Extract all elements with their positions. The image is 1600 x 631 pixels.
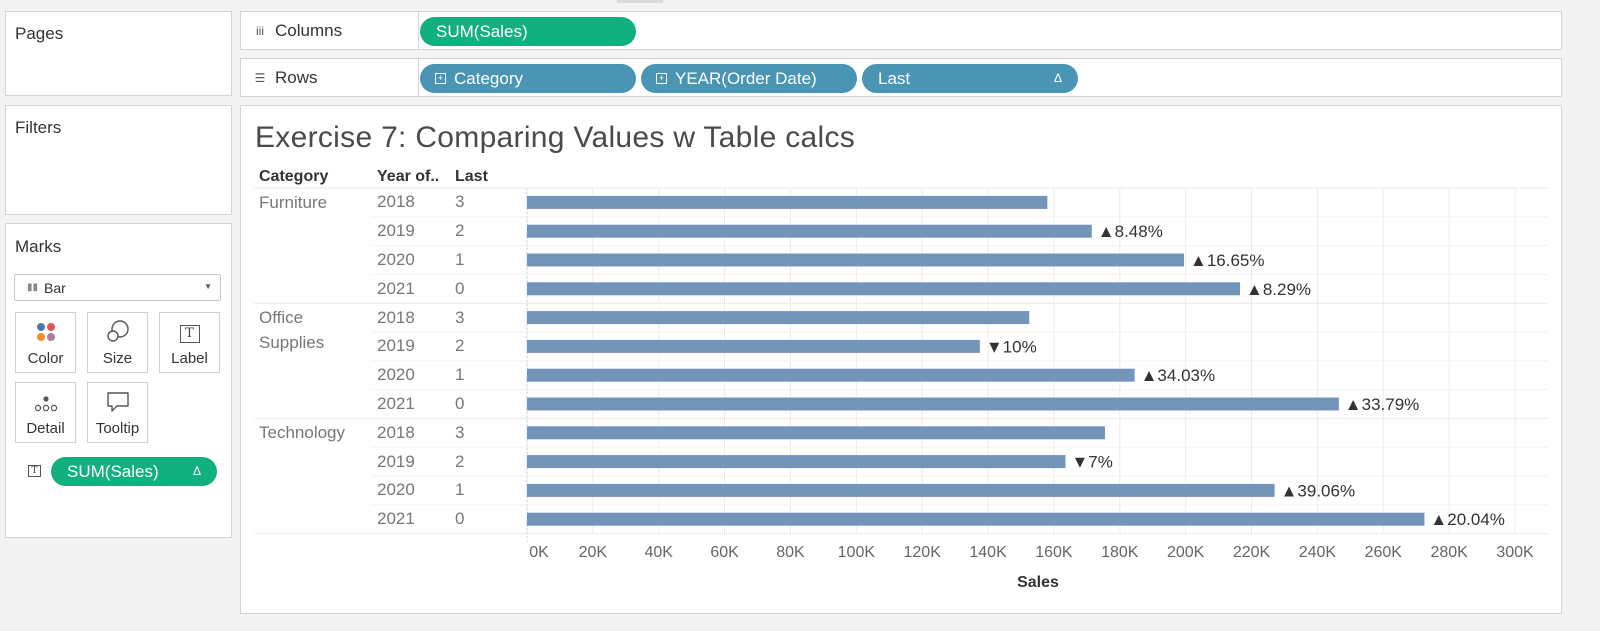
size-button[interactable]: Size — [87, 312, 148, 373]
chevron-down-icon: ▼ — [204, 282, 212, 291]
view-area — [240, 105, 1562, 614]
last-value[interactable]: 2 — [455, 221, 465, 241]
rows-shelf[interactable]: ☰ Rows + Category + YEAR(Order Date) Las… — [240, 58, 1562, 97]
detail-button[interactable]: Detail — [15, 382, 76, 443]
year-label[interactable]: 2019 — [377, 221, 415, 241]
last-value[interactable]: 3 — [455, 307, 465, 327]
year-label[interactable]: 2021 — [377, 278, 415, 298]
category-label[interactable]: Technology — [259, 423, 346, 443]
x-tick-label: 220K — [1232, 544, 1271, 561]
rows-pill-category[interactable]: + Category — [420, 64, 636, 93]
x-tick-label: 180K — [1101, 544, 1139, 561]
top-tab-indicator — [617, 0, 663, 3]
marks-panel: Marks ▮▮ Bar ▼ Color Size T Label — [5, 223, 232, 538]
rows-label-text: Rows — [275, 67, 318, 87]
year-label[interactable]: 2021 — [377, 394, 415, 413]
rows-pill-last[interactable]: Last Δ — [862, 64, 1078, 93]
x-tick-label: 80K — [776, 544, 805, 561]
x-tick-label: 300K — [1496, 544, 1534, 561]
last-value[interactable]: 0 — [455, 509, 465, 529]
size-label: Size — [102, 350, 133, 367]
rows-pill-year[interactable]: + YEAR(Order Date) — [641, 64, 857, 93]
expand-icon: + — [435, 73, 446, 84]
color-dots-icon — [36, 323, 55, 341]
label-t-icon: T — [179, 325, 200, 343]
last-value[interactable]: 3 — [455, 192, 465, 212]
x-axis-title: Sales — [1017, 574, 1059, 591]
last-value[interactable]: 0 — [455, 278, 465, 298]
expand-icon: + — [656, 73, 667, 84]
marks-field-pill[interactable]: SUM(Sales) Δ — [51, 457, 217, 486]
x-tick-label: 120K — [903, 544, 941, 561]
rows-pill-year-label: YEAR(Order Date) — [675, 68, 817, 88]
year-label[interactable]: 2019 — [377, 451, 415, 471]
x-tick-label: 160K — [1035, 544, 1073, 561]
mark-type-value: Bar — [44, 279, 66, 296]
year-label[interactable]: 2018 — [377, 307, 415, 327]
color-button[interactable]: Color — [15, 312, 76, 373]
bar-chart-icon: ▮▮ — [27, 282, 39, 293]
columns-pill-sum-sales[interactable]: SUM(Sales) — [420, 17, 636, 46]
year-label[interactable]: 2019 — [377, 336, 415, 356]
year-label[interactable]: 2018 — [377, 192, 415, 212]
color-label: Color — [27, 350, 64, 367]
last-value[interactable]: 3 — [455, 422, 465, 442]
mark-type-dropdown[interactable]: ▮▮ Bar ▼ — [14, 274, 221, 301]
size-circles-icon — [106, 320, 129, 342]
columns-pill-label: SUM(Sales) — [436, 21, 528, 41]
tooltip-label: Tooltip — [95, 420, 140, 437]
marks-title: Marks — [15, 237, 62, 256]
rows-pill-category-label: Category — [454, 68, 523, 88]
last-value[interactable]: 2 — [455, 336, 465, 356]
label-t-icon: T — [28, 465, 41, 477]
x-tick-label: 200K — [1166, 544, 1205, 561]
detail-dots-icon — [34, 396, 57, 412]
tooltip-bubble-icon — [106, 392, 129, 412]
label-label: Label — [171, 350, 208, 367]
pages-panel[interactable]: Pages — [5, 11, 232, 96]
category-label[interactable]: Furniture — [259, 193, 328, 212]
last-value[interactable]: 2 — [455, 451, 465, 471]
last-value[interactable]: 1 — [455, 480, 465, 500]
x-tick-label: 240K — [1298, 544, 1337, 561]
columns-label-text: Columns — [275, 20, 343, 40]
columns-shelf-label: iii Columns — [241, 12, 419, 49]
label-button[interactable]: T Label — [159, 312, 220, 373]
tooltip-button[interactable]: Tooltip — [87, 382, 148, 443]
rows-icon: ☰ — [254, 70, 266, 85]
x-tick-label: 260K — [1364, 544, 1402, 561]
year-label[interactable]: 2020 — [377, 480, 415, 500]
x-tick-label: 20K — [578, 544, 608, 561]
filters-panel[interactable]: Filters — [5, 105, 232, 215]
rows-shelf-label: ☰ Rows — [241, 59, 419, 96]
columns-shelf[interactable]: iii Columns SUM(Sales) — [240, 11, 1562, 50]
year-label[interactable]: 2021 — [377, 509, 415, 529]
x-tick-label: 0K — [529, 544, 549, 561]
view-title: Exercise 7: Comparing Values w Table cal… — [255, 121, 856, 154]
header-category[interactable]: Category — [259, 168, 329, 185]
last-value[interactable]: 1 — [455, 250, 465, 269]
delta-icon: Δ — [192, 464, 201, 478]
year-label[interactable]: 2020 — [377, 250, 415, 269]
filters-title: Filters — [15, 118, 62, 137]
columns-icon: iii — [256, 23, 264, 38]
x-tick-label: 40K — [644, 544, 673, 561]
last-value[interactable]: 0 — [455, 394, 465, 413]
marks-field-label: SUM(Sales) — [67, 461, 159, 481]
delta-icon: Δ — [1053, 71, 1062, 85]
x-tick-label: 280K — [1430, 544, 1468, 561]
category-label[interactable]: Office Supplies — [259, 308, 325, 353]
rows-pill-last-label: Last — [878, 68, 911, 88]
header-year[interactable]: Year of.. — [377, 168, 440, 185]
pages-title: Pages — [15, 24, 64, 43]
x-tick-label: 60K — [710, 544, 739, 561]
x-tick-label: 140K — [969, 544, 1007, 561]
header-last[interactable]: Last — [455, 168, 488, 185]
last-value[interactable]: 1 — [455, 365, 465, 385]
year-label[interactable]: 2018 — [377, 422, 415, 442]
x-tick-label: 100K — [837, 544, 876, 561]
year-label[interactable]: 2020 — [377, 365, 415, 385]
detail-label: Detail — [26, 420, 65, 437]
